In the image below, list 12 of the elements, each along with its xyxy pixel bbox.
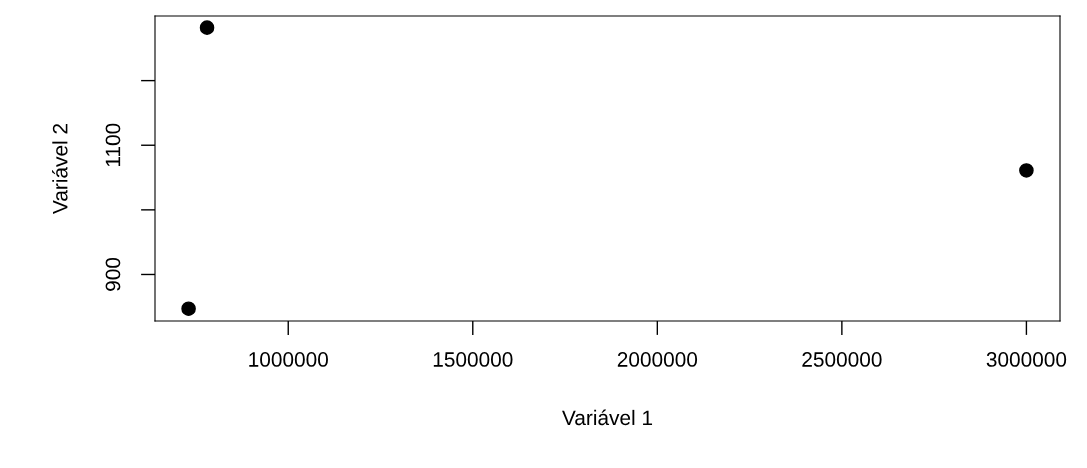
point — [199, 20, 215, 35]
x-axis-title: Variável 1 — [562, 409, 653, 426]
y-tick-label: 900 — [105, 257, 121, 291]
x-tick-label: 2500000 — [802, 352, 882, 367]
x-tick-label: 1500000 — [433, 352, 513, 367]
x-tick-label: 1000000 — [249, 352, 328, 367]
x-tick-label: 2000000 — [617, 352, 698, 367]
y-axis-title: Variável 2 — [52, 123, 68, 214]
point — [181, 301, 196, 317]
x-tick-label: 3000000 — [986, 352, 1067, 367]
y-tick-label: 1100 — [105, 123, 121, 167]
point — [1019, 163, 1034, 178]
